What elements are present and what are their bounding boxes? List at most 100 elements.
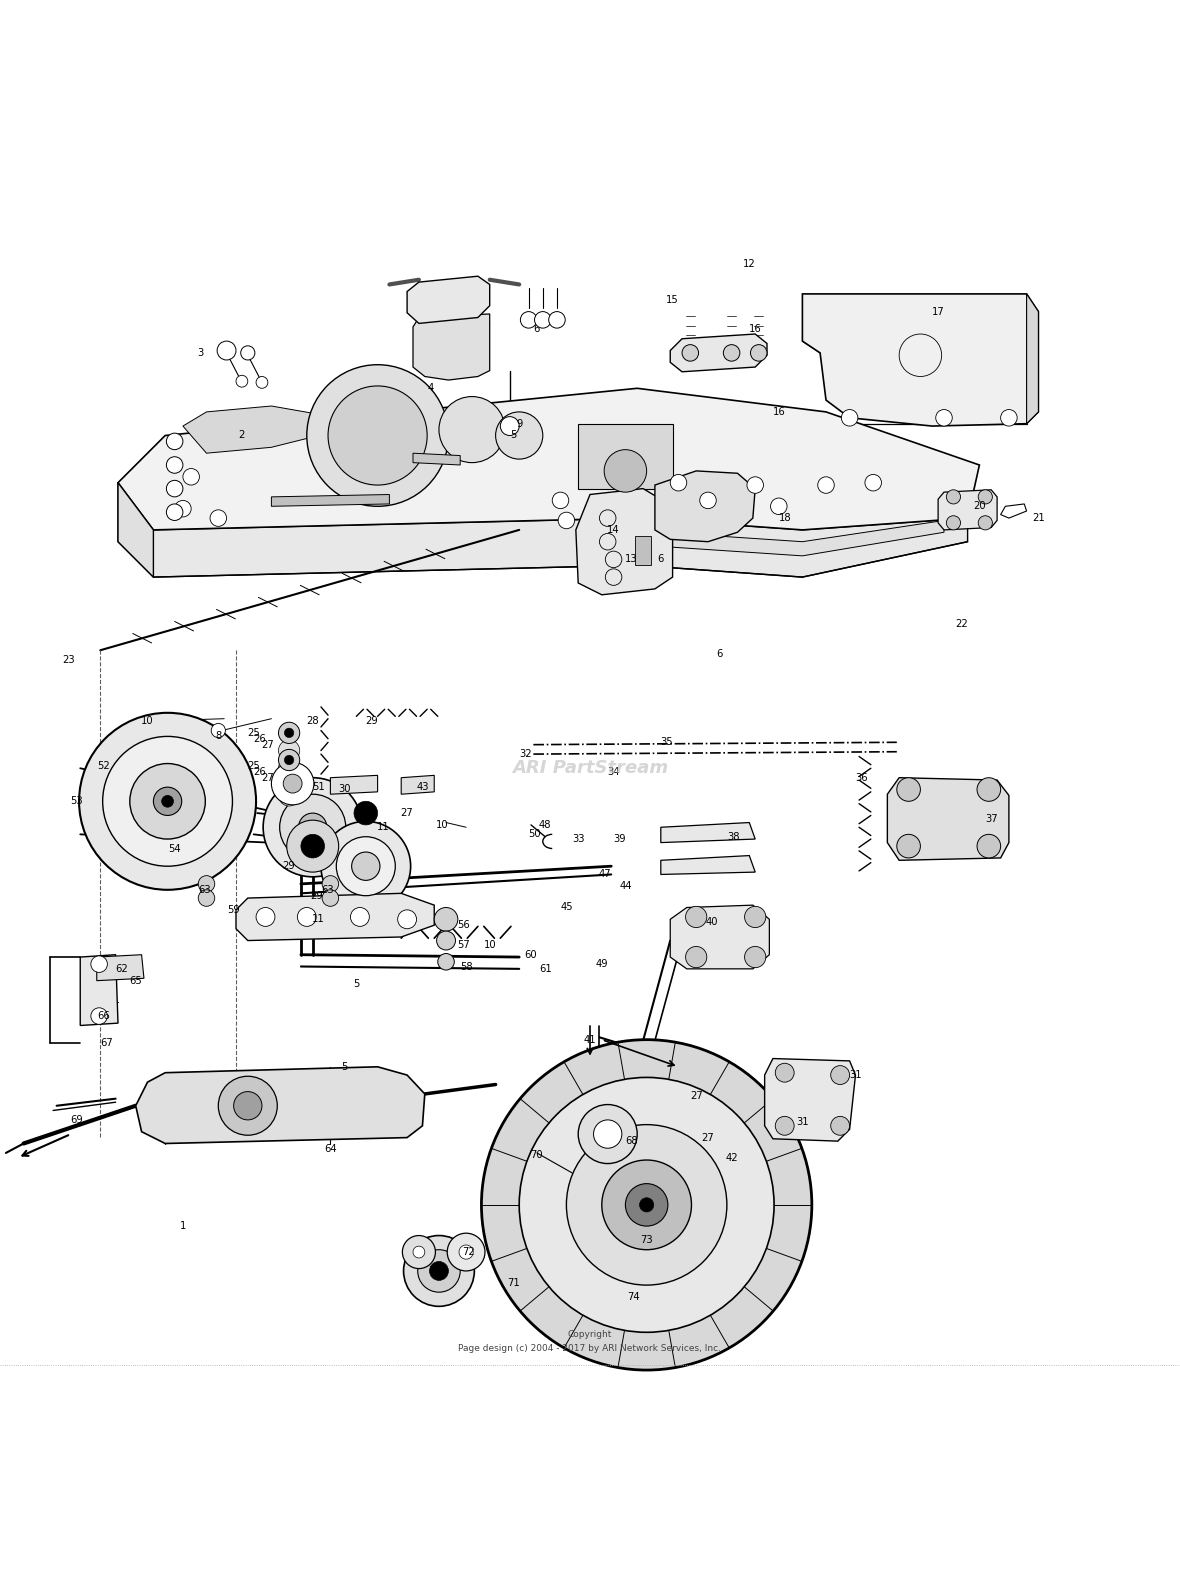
Text: 60: 60: [525, 949, 537, 960]
Text: 42: 42: [726, 1153, 738, 1162]
Circle shape: [413, 1246, 425, 1258]
Text: 25: 25: [248, 728, 260, 737]
Circle shape: [321, 821, 411, 911]
Text: 16: 16: [749, 324, 761, 335]
Circle shape: [977, 834, 1001, 857]
Circle shape: [686, 906, 707, 927]
Text: 56: 56: [458, 921, 470, 930]
Circle shape: [211, 723, 225, 737]
Text: 61: 61: [539, 963, 551, 974]
Text: 11: 11: [378, 823, 389, 832]
Circle shape: [241, 346, 255, 360]
Text: 25: 25: [248, 761, 260, 771]
Polygon shape: [118, 483, 968, 576]
Circle shape: [481, 1039, 812, 1371]
Circle shape: [747, 477, 763, 493]
Text: 33: 33: [572, 834, 584, 845]
Circle shape: [775, 1116, 794, 1135]
Polygon shape: [576, 488, 673, 595]
Circle shape: [745, 946, 766, 968]
Polygon shape: [236, 894, 434, 941]
Text: 47: 47: [599, 870, 611, 880]
Polygon shape: [1027, 294, 1038, 423]
Circle shape: [549, 311, 565, 328]
Polygon shape: [118, 483, 153, 576]
Text: Page design (c) 2004 - 2017 by ARI Network Services, Inc.: Page design (c) 2004 - 2017 by ARI Netwo…: [459, 1344, 721, 1353]
Text: 67: 67: [100, 1039, 112, 1048]
Text: 64: 64: [324, 1145, 336, 1154]
Text: 38: 38: [728, 832, 740, 842]
Text: 6: 6: [716, 649, 723, 658]
Polygon shape: [661, 823, 755, 843]
Circle shape: [183, 469, 199, 485]
Text: 72: 72: [463, 1247, 474, 1257]
Circle shape: [278, 758, 300, 778]
Circle shape: [153, 788, 182, 815]
Circle shape: [686, 946, 707, 968]
Circle shape: [404, 1235, 474, 1306]
Text: 58: 58: [460, 962, 472, 971]
Circle shape: [352, 853, 380, 881]
Circle shape: [301, 834, 324, 857]
Text: 27: 27: [262, 739, 274, 750]
Circle shape: [284, 755, 294, 764]
Text: Copyright: Copyright: [568, 1330, 612, 1339]
Circle shape: [519, 1077, 774, 1333]
Text: 10: 10: [142, 715, 153, 726]
Polygon shape: [670, 335, 767, 371]
Text: 63: 63: [322, 884, 334, 895]
Text: 35: 35: [661, 737, 673, 747]
Text: 2: 2: [238, 431, 245, 441]
Circle shape: [841, 409, 858, 426]
Polygon shape: [118, 388, 979, 531]
Text: 37: 37: [985, 815, 997, 824]
Text: 6: 6: [657, 554, 664, 564]
Text: 12: 12: [743, 259, 755, 270]
Text: 40: 40: [706, 917, 717, 927]
Circle shape: [278, 722, 300, 744]
Circle shape: [946, 489, 961, 504]
Circle shape: [594, 1120, 622, 1148]
Circle shape: [398, 910, 417, 928]
Polygon shape: [80, 955, 118, 1025]
Circle shape: [500, 417, 519, 436]
Circle shape: [79, 712, 256, 891]
Circle shape: [278, 785, 300, 805]
Circle shape: [434, 908, 458, 932]
Circle shape: [831, 1066, 850, 1085]
Circle shape: [130, 764, 205, 838]
Circle shape: [831, 1116, 850, 1135]
Circle shape: [198, 891, 215, 906]
Text: 22: 22: [956, 619, 968, 630]
Text: 71: 71: [507, 1277, 519, 1288]
Circle shape: [897, 834, 920, 857]
Circle shape: [437, 932, 455, 951]
Polygon shape: [635, 535, 651, 565]
Text: 5: 5: [353, 979, 360, 988]
Text: 69: 69: [71, 1115, 83, 1124]
Circle shape: [775, 1063, 794, 1082]
Circle shape: [978, 516, 992, 531]
Text: 8: 8: [215, 731, 222, 742]
Text: 43: 43: [417, 782, 428, 793]
Circle shape: [162, 796, 173, 807]
Text: 29: 29: [283, 861, 295, 872]
Circle shape: [287, 820, 339, 872]
Text: 74: 74: [628, 1292, 640, 1303]
Text: 15: 15: [667, 295, 678, 305]
Circle shape: [299, 813, 327, 842]
Text: 55: 55: [313, 842, 324, 851]
Circle shape: [256, 376, 268, 388]
Circle shape: [175, 501, 191, 516]
Text: 41: 41: [584, 1034, 596, 1045]
Text: 31: 31: [850, 1071, 861, 1080]
Circle shape: [745, 906, 766, 927]
Circle shape: [700, 493, 716, 508]
Polygon shape: [765, 1058, 856, 1142]
Text: 30: 30: [339, 785, 350, 794]
Circle shape: [946, 516, 961, 531]
Circle shape: [897, 778, 920, 801]
Text: 44: 44: [620, 881, 631, 891]
Text: 10: 10: [484, 940, 496, 951]
Text: 3: 3: [197, 347, 204, 358]
